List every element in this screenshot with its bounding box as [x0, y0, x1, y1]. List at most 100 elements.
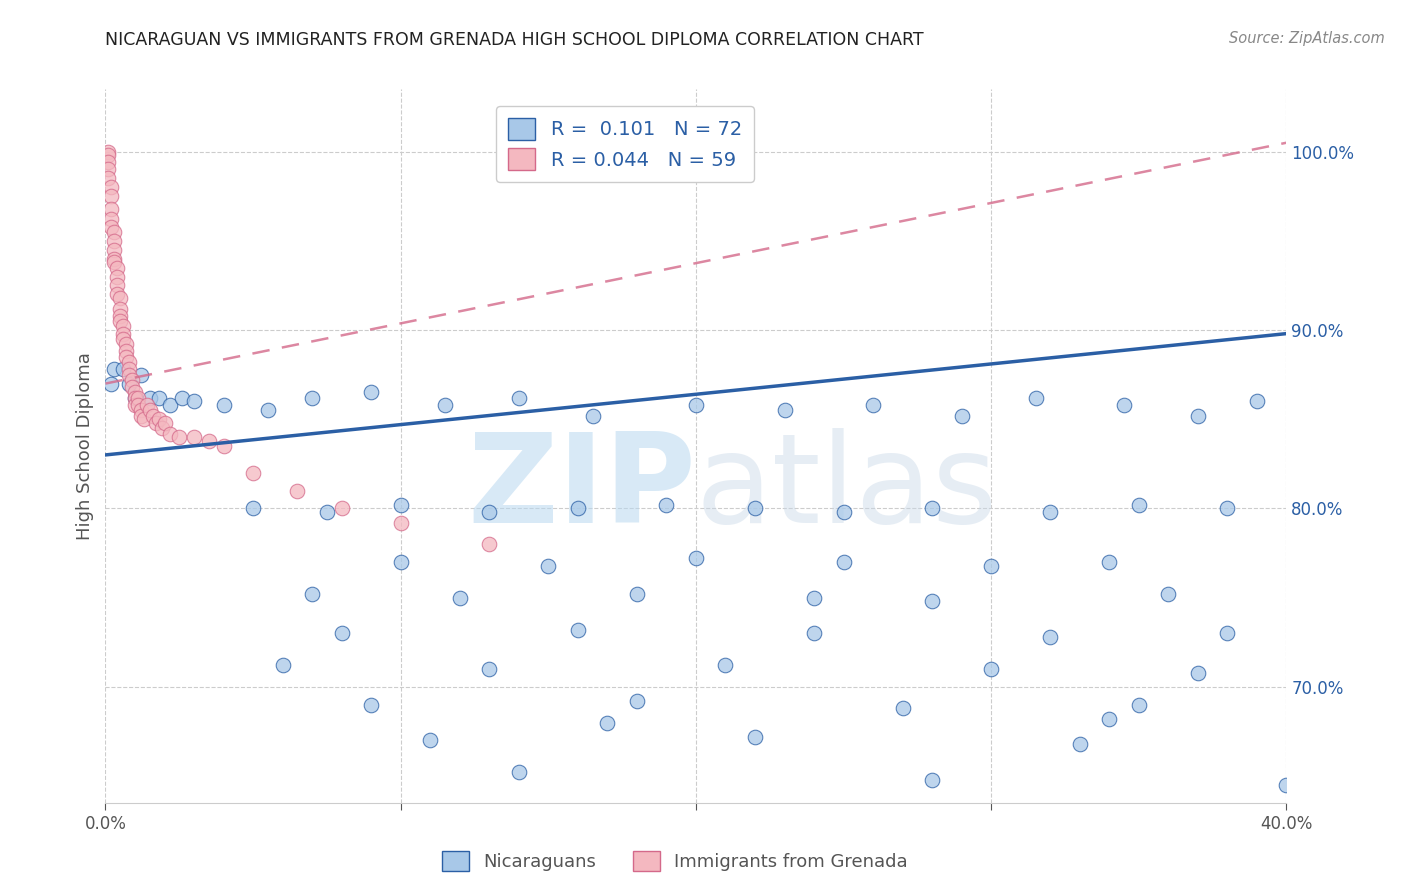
- Point: [567, 623, 589, 637]
- Point: [112, 326, 135, 341]
- Point: [360, 698, 382, 712]
- Point: [1039, 505, 1062, 519]
- Point: [921, 501, 943, 516]
- Point: [596, 715, 619, 730]
- Point: [110, 301, 132, 316]
- Point: [360, 385, 382, 400]
- Point: [1187, 665, 1209, 680]
- Point: [159, 426, 181, 441]
- Point: [581, 409, 603, 423]
- Point: [142, 409, 165, 423]
- Point: [1112, 398, 1135, 412]
- Point: [97, 162, 120, 177]
- Point: [626, 694, 648, 708]
- Point: [1069, 737, 1091, 751]
- Point: [921, 594, 943, 608]
- Point: [100, 219, 122, 234]
- Point: [921, 772, 943, 787]
- Y-axis label: High School Diploma: High School Diploma: [76, 352, 94, 540]
- Point: [508, 391, 530, 405]
- Point: [105, 278, 128, 293]
- Text: atlas: atlas: [696, 428, 998, 549]
- Point: [148, 412, 170, 426]
- Point: [1187, 409, 1209, 423]
- Point: [150, 421, 173, 435]
- Text: Source: ZipAtlas.com: Source: ZipAtlas.com: [1229, 31, 1385, 46]
- Point: [434, 398, 457, 412]
- Point: [129, 409, 152, 423]
- Point: [97, 155, 120, 169]
- Point: [1098, 555, 1121, 569]
- Point: [197, 434, 219, 448]
- Point: [714, 658, 737, 673]
- Point: [127, 391, 149, 405]
- Point: [744, 730, 766, 744]
- Point: [124, 385, 146, 400]
- Point: [1039, 630, 1062, 644]
- Point: [1128, 498, 1150, 512]
- Point: [744, 501, 766, 516]
- Text: ZIP: ZIP: [467, 428, 696, 549]
- Point: [1275, 778, 1298, 792]
- Point: [626, 587, 648, 601]
- Point: [124, 391, 146, 405]
- Point: [1216, 501, 1239, 516]
- Point: [135, 398, 157, 412]
- Point: [138, 403, 162, 417]
- Point: [129, 403, 152, 417]
- Point: [803, 591, 825, 605]
- Point: [115, 337, 138, 351]
- Point: [478, 505, 501, 519]
- Point: [100, 189, 122, 203]
- Point: [212, 439, 235, 453]
- Point: [389, 498, 412, 512]
- Point: [1216, 626, 1239, 640]
- Point: [121, 373, 143, 387]
- Point: [110, 309, 132, 323]
- Point: [980, 558, 1002, 573]
- Point: [315, 505, 337, 519]
- Point: [449, 591, 471, 605]
- Point: [145, 416, 167, 430]
- Point: [212, 398, 235, 412]
- Point: [118, 355, 141, 369]
- Point: [159, 398, 181, 412]
- Point: [97, 171, 120, 186]
- Point: [832, 505, 855, 519]
- Point: [685, 551, 707, 566]
- Point: [169, 430, 191, 444]
- Point: [832, 555, 855, 569]
- Point: [138, 391, 162, 405]
- Point: [287, 483, 309, 498]
- Point: [97, 145, 120, 159]
- Point: [242, 466, 264, 480]
- Point: [112, 362, 135, 376]
- Point: [118, 376, 141, 391]
- Point: [567, 501, 589, 516]
- Point: [105, 269, 128, 284]
- Point: [256, 403, 278, 417]
- Point: [1098, 712, 1121, 726]
- Point: [389, 516, 412, 530]
- Point: [124, 398, 146, 412]
- Point: [103, 252, 125, 266]
- Point: [115, 350, 138, 364]
- Point: [183, 430, 205, 444]
- Point: [1157, 587, 1180, 601]
- Point: [271, 658, 294, 673]
- Point: [330, 626, 353, 640]
- Point: [655, 498, 678, 512]
- Text: NICARAGUAN VS IMMIGRANTS FROM GRENADA HIGH SCHOOL DIPLOMA CORRELATION CHART: NICARAGUAN VS IMMIGRANTS FROM GRENADA HI…: [105, 31, 924, 49]
- Point: [112, 319, 135, 334]
- Point: [115, 344, 138, 359]
- Point: [129, 368, 152, 382]
- Legend: Nicaraguans, Immigrants from Grenada: Nicaraguans, Immigrants from Grenada: [434, 844, 915, 879]
- Point: [100, 180, 122, 194]
- Point: [132, 412, 155, 426]
- Point: [980, 662, 1002, 676]
- Point: [112, 332, 135, 346]
- Legend: R =  0.101   N = 72, R = 0.044   N = 59: R = 0.101 N = 72, R = 0.044 N = 59: [496, 106, 754, 182]
- Point: [105, 260, 128, 275]
- Point: [97, 148, 120, 162]
- Point: [118, 362, 141, 376]
